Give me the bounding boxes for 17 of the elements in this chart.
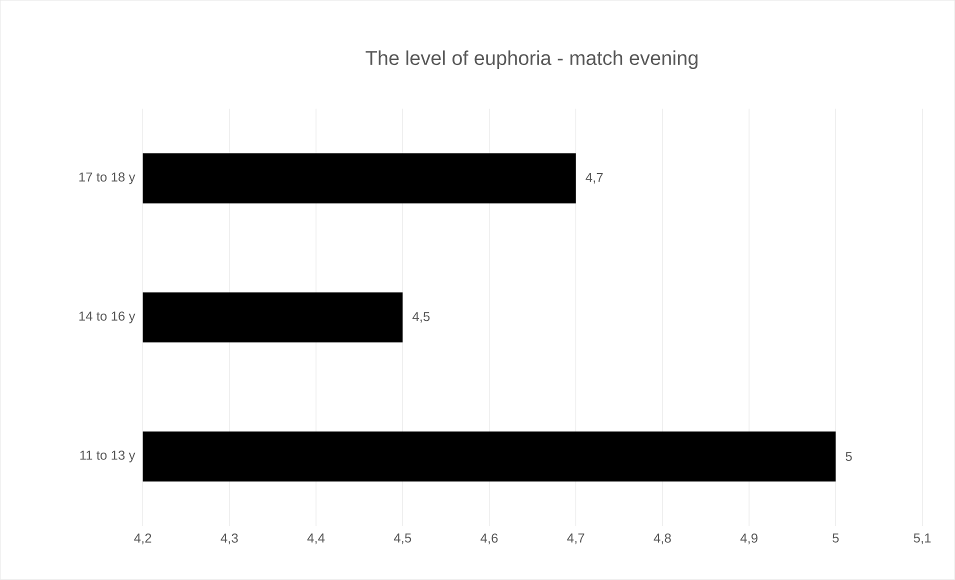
y-tick-label: 11 to 13 y — [80, 450, 136, 462]
y-tick-label: 17 to 18 y — [79, 172, 136, 184]
x-tick-label: 5 — [832, 534, 839, 543]
data-label: 4,5 — [412, 312, 430, 323]
x-tick-label: 4,9 — [740, 534, 758, 544]
x-tick-label: 4,4 — [307, 534, 325, 544]
x-tick-label: 4,8 — [654, 534, 671, 544]
chart-title: The level of euphoria - match evening — [366, 50, 698, 70]
x-tick-label: 4,5 — [394, 534, 412, 544]
x-tick-label: 4,7 — [567, 534, 584, 544]
y-tick-label: 14 to 16 y — [79, 312, 136, 324]
data-label: 4,7 — [586, 173, 603, 184]
x-tick-label: 5,1 — [914, 534, 931, 544]
x-tick-label: 4,3 — [220, 534, 238, 544]
data-label: 5 — [846, 452, 852, 462]
x-tick-label: 4,2 — [134, 534, 152, 544]
x-tick-label: 4,6 — [480, 534, 498, 544]
